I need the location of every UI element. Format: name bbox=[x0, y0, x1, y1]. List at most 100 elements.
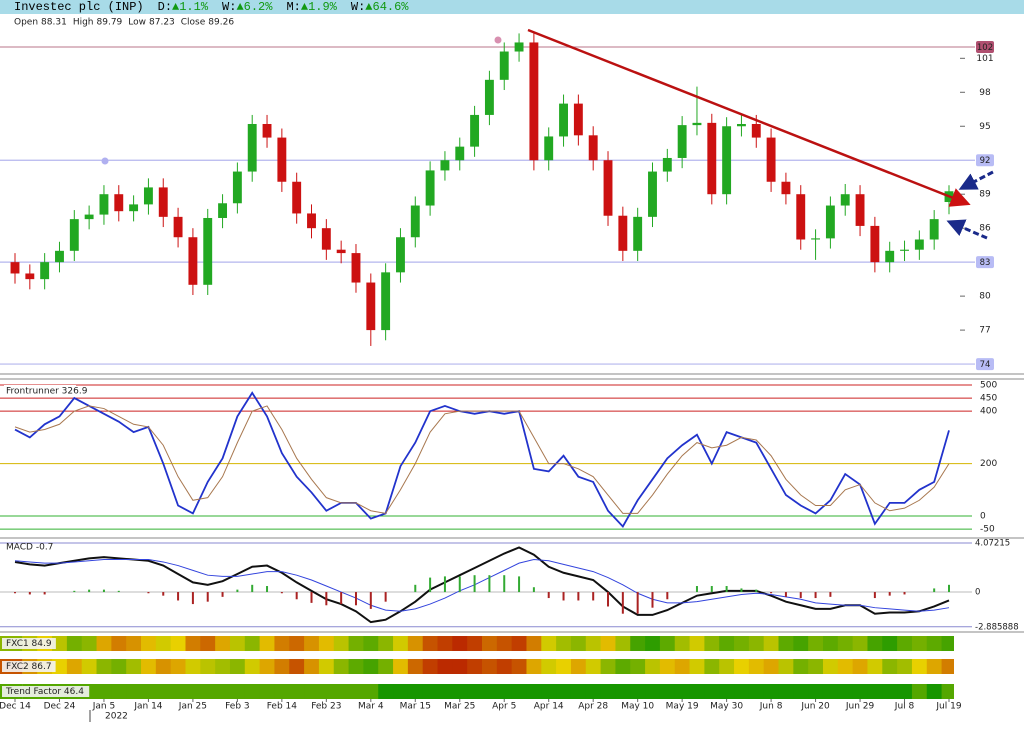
heat-cell bbox=[808, 636, 824, 651]
histogram-bar bbox=[102, 589, 105, 593]
marker bbox=[494, 36, 502, 44]
candle-body bbox=[855, 194, 865, 226]
heat-cell bbox=[215, 684, 231, 699]
heat-cell bbox=[244, 659, 261, 674]
heat-cell bbox=[511, 659, 527, 674]
indicator-line bbox=[14, 559, 950, 612]
y-tick-label: 80 bbox=[979, 292, 991, 302]
heat-cell bbox=[363, 636, 379, 651]
histogram-bar bbox=[607, 592, 610, 607]
heat-cell bbox=[437, 684, 453, 699]
ohlc-label: High bbox=[73, 18, 94, 28]
histogram-bar bbox=[814, 592, 817, 599]
candle-body bbox=[247, 123, 257, 172]
heat-cell bbox=[882, 659, 898, 674]
y-tick-label: 86 bbox=[979, 224, 991, 234]
histogram-bar bbox=[903, 592, 906, 595]
histogram-bar bbox=[429, 577, 432, 593]
candle-body bbox=[188, 237, 198, 285]
y-tick-label: 98 bbox=[979, 88, 991, 98]
candle-body bbox=[796, 194, 806, 240]
histogram-bar bbox=[458, 576, 461, 593]
period: W: bbox=[350, 0, 366, 14]
heat-cell bbox=[452, 636, 468, 651]
histogram-bar bbox=[873, 592, 876, 599]
heat-cell bbox=[645, 636, 661, 651]
ohlc-label: Open bbox=[14, 18, 38, 28]
candle-body bbox=[203, 217, 213, 285]
heat-cell bbox=[704, 636, 720, 651]
heat-cell bbox=[407, 684, 424, 699]
heat-cell bbox=[467, 684, 483, 699]
heat-cell bbox=[185, 659, 201, 674]
y-tick-label: 101 bbox=[976, 54, 993, 64]
candle-body bbox=[55, 250, 64, 263]
histogram-bar bbox=[384, 592, 387, 602]
level-box bbox=[976, 154, 994, 167]
y-tick-label: 77 bbox=[979, 326, 990, 336]
candle-body bbox=[366, 282, 376, 331]
x-tick-label: Jan 14 bbox=[133, 702, 162, 712]
candle-body bbox=[766, 137, 776, 182]
ohlc-value: 89.26 bbox=[208, 18, 234, 28]
candle-body bbox=[781, 181, 791, 195]
heat-cell bbox=[511, 636, 527, 651]
heat-cell bbox=[304, 684, 320, 699]
candle-body bbox=[529, 42, 539, 161]
heat-cell bbox=[585, 636, 602, 651]
pointer-arrow bbox=[946, 219, 988, 240]
indicator-line bbox=[14, 391, 950, 528]
heat-cell bbox=[734, 636, 750, 651]
heat-cell bbox=[155, 659, 172, 674]
heat-cell bbox=[141, 684, 157, 699]
x-tick-label: Feb 14 bbox=[267, 702, 298, 712]
x-tick-label: Jun 20 bbox=[800, 702, 830, 712]
heat-cell bbox=[304, 636, 320, 651]
heat-cell bbox=[748, 636, 765, 651]
heat-cell bbox=[318, 636, 335, 651]
heat-cell bbox=[378, 684, 394, 699]
heat-cell bbox=[393, 684, 409, 699]
period: W: bbox=[222, 0, 237, 14]
heat-cell bbox=[229, 659, 246, 674]
candle-body bbox=[825, 205, 835, 239]
heat-cell bbox=[837, 659, 854, 674]
heat-cell bbox=[541, 659, 557, 674]
x-tick-label: Mar 25 bbox=[444, 702, 475, 712]
heat-cell bbox=[659, 636, 676, 651]
heat-cell bbox=[126, 636, 142, 651]
histogram-bar bbox=[710, 586, 713, 593]
candle-body bbox=[143, 187, 153, 205]
heat-cell bbox=[437, 636, 453, 651]
heat-cell bbox=[882, 684, 898, 699]
candle-body bbox=[499, 51, 509, 80]
heat-cell bbox=[911, 659, 928, 674]
heat-cell bbox=[422, 684, 439, 699]
change: ▲6.2% bbox=[236, 0, 273, 14]
heat-cell bbox=[111, 636, 127, 651]
indicator-line bbox=[14, 405, 950, 514]
candle-body bbox=[588, 135, 598, 161]
heat-cell bbox=[155, 684, 172, 699]
level-box bbox=[976, 40, 994, 53]
panel-title: Frontrunner 326.9 bbox=[6, 387, 88, 397]
change: ▲1.9% bbox=[300, 0, 337, 14]
histogram-bar bbox=[488, 575, 491, 593]
heat-cell bbox=[155, 636, 172, 651]
ohlc-value: 88.31 bbox=[41, 18, 67, 28]
heat-cell bbox=[808, 659, 824, 674]
histogram-bar bbox=[14, 592, 16, 594]
histogram-bar bbox=[251, 584, 254, 593]
heat-cell bbox=[482, 659, 498, 674]
candle-body bbox=[811, 238, 821, 240]
histogram-bar bbox=[310, 592, 313, 603]
candle-body bbox=[603, 160, 613, 216]
y-tick-label: 450 bbox=[980, 394, 997, 404]
heat-cell bbox=[215, 636, 231, 651]
histogram-bar bbox=[28, 592, 31, 595]
heat-cell bbox=[126, 659, 142, 674]
histogram-bar bbox=[770, 592, 773, 594]
histogram-bar bbox=[88, 589, 91, 593]
heat-cell bbox=[348, 636, 364, 651]
